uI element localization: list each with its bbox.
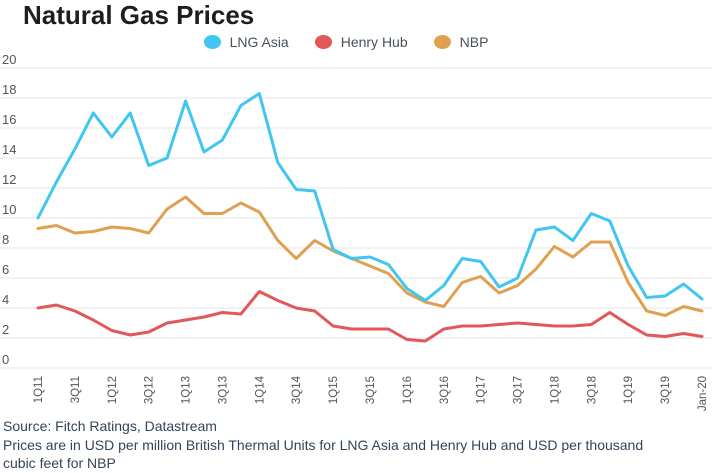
legend-item-henry-hub[interactable]: Henry Hub [314,34,408,50]
y-axis-labels: 0 2 4 6 8 10 12 14 16 18 20 [2,52,16,367]
x-tick-label: 1Q17 [476,376,488,404]
x-tick-label: 3Q18 [586,376,598,404]
x-tick-label: 1Q11 [33,376,45,403]
y-tick-label: 16 [2,112,16,127]
x-tick-label: 1Q15 [328,376,340,404]
chart-footer: Source: Fitch Ratings, Datastream Prices… [3,417,665,473]
gridlines [0,67,712,369]
y-tick-label: 2 [2,322,9,337]
units-note: Prices are in USD per million British Th… [3,436,644,472]
x-tick-label: 1Q19 [623,376,635,404]
x-axis-labels: 1Q11 3Q11 1Q12 3Q12 1Q13 3Q13 1Q14 3Q14 1Q15 3Q15… [33,375,709,411]
x-tick-label: 3Q14 [291,375,303,404]
legend-label-henry-hub: Henry Hub [340,34,408,50]
x-tick-label: 1Q16 [402,376,414,404]
y-tick-label: 18 [2,82,16,97]
series-line-henry-hub [36,290,704,343]
nbp-marker-icon [433,35,451,49]
chart-legend: LNG Asia Henry Hub NBP [0,33,704,51]
y-tick-label: 8 [2,232,9,247]
series-line-nbp [36,195,704,317]
lng-asia-marker-icon [203,35,221,49]
x-tick-label: 3Q19 [660,376,672,404]
legend-label-lng-asia: LNG Asia [229,34,289,50]
legend-label-nbp: NBP [459,34,489,50]
y-tick-label: 6 [2,262,9,277]
y-tick-label: 0 [2,352,9,367]
y-tick-label: 4 [2,292,9,307]
henry-hub-marker-icon [314,35,332,49]
x-tick-label: 1Q18 [549,376,561,404]
series-line-lng-asia [36,92,704,302]
y-tick-label: 10 [2,202,16,217]
x-tick-label: 3Q17 [513,376,525,404]
x-tick-label: 1Q12 [107,376,119,404]
legend-item-nbp[interactable]: NBP [433,34,489,50]
x-tick-label: 3Q11 [70,376,82,403]
x-tick-label: 1Q14 [254,375,266,404]
y-tick-label: 20 [2,52,16,67]
x-tick-label: 3Q16 [439,376,451,404]
x-tick-label: Jan-20 [697,376,709,411]
source-note: Source: Fitch Ratings, Datastream [3,418,217,434]
y-tick-label: 14 [2,142,16,157]
x-tick-label: 3Q13 [217,376,229,404]
x-tick-label: 3Q15 [365,376,377,404]
legend-item-lng-asia[interactable]: LNG Asia [203,34,289,50]
x-tick-label: 3Q12 [144,376,156,404]
y-tick-label: 12 [2,172,16,187]
x-tick-label: 1Q13 [181,376,193,404]
chart-title: Natural Gas Prices [23,0,255,30]
